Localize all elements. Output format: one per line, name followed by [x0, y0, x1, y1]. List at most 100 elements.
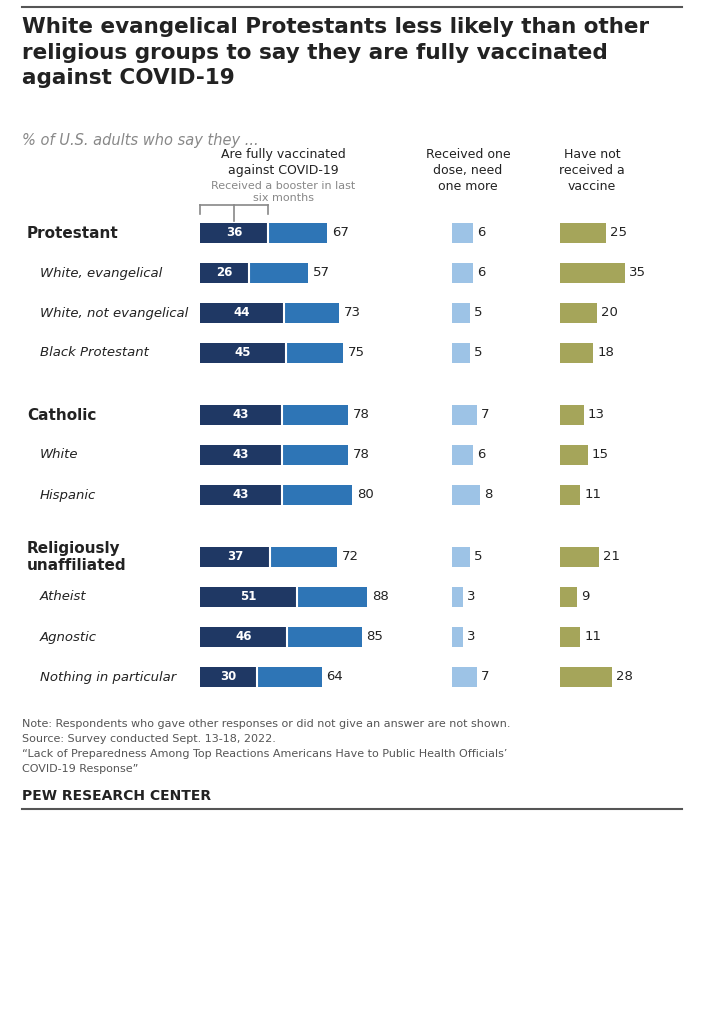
Text: 7: 7 [481, 408, 489, 421]
Bar [200, 343, 343, 363]
Text: 7: 7 [481, 670, 489, 683]
Text: 35: 35 [629, 267, 646, 279]
Text: 72: 72 [342, 550, 359, 564]
Text: Note: Respondents who gave other responses or did not give an answer are not sho: Note: Respondents who gave other respons… [22, 719, 510, 729]
Text: Atheist: Atheist [40, 590, 87, 604]
Text: Source: Survey conducted Sept. 13-18, 2022.: Source: Survey conducted Sept. 13-18, 20… [22, 733, 276, 744]
Bar [200, 445, 348, 465]
Text: 13: 13 [588, 408, 605, 421]
Text: 43: 43 [232, 489, 249, 501]
Bar [200, 223, 268, 243]
Text: 3: 3 [467, 590, 475, 604]
Text: Nothing in particular: Nothing in particular [40, 670, 176, 683]
Text: 18: 18 [597, 347, 614, 359]
Text: Religiously
unaffiliated: Religiously unaffiliated [27, 541, 127, 573]
Bar [560, 223, 606, 243]
Text: 44: 44 [234, 307, 250, 319]
Text: 67: 67 [332, 226, 349, 239]
Bar [560, 547, 599, 567]
Bar [200, 223, 327, 243]
Text: “Lack of Preparedness Among Top Reactions Americans Have to Public Health Offici: “Lack of Preparedness Among Top Reaction… [22, 749, 508, 759]
Bar [452, 547, 470, 567]
Text: 36: 36 [226, 226, 242, 239]
Bar [452, 587, 463, 607]
Text: COVID-19 Response”: COVID-19 Response” [22, 764, 139, 774]
Bar [200, 263, 249, 283]
Bar [560, 343, 593, 363]
Bar [200, 303, 339, 323]
Bar [200, 547, 270, 567]
Text: White evangelical Protestants less likely than other
religious groups to say the: White evangelical Protestants less likel… [22, 17, 649, 88]
Text: 28: 28 [616, 670, 633, 683]
Text: 9: 9 [581, 590, 589, 604]
Bar [560, 667, 612, 687]
Text: Received a booster in last
six months: Received a booster in last six months [211, 181, 356, 204]
Bar [560, 485, 580, 505]
Text: 25: 25 [610, 226, 627, 239]
Text: White: White [40, 448, 79, 461]
Text: 46: 46 [235, 630, 252, 643]
Text: 8: 8 [484, 489, 492, 501]
Bar [452, 303, 470, 323]
Text: 5: 5 [474, 347, 482, 359]
Text: 37: 37 [227, 550, 244, 564]
Bar [200, 405, 348, 425]
Text: 88: 88 [372, 590, 389, 604]
Text: 11: 11 [584, 630, 601, 643]
Text: 11: 11 [584, 489, 601, 501]
Bar [452, 405, 477, 425]
Text: 15: 15 [592, 448, 609, 461]
Text: 73: 73 [344, 307, 360, 319]
Bar [452, 667, 477, 687]
Bar [452, 445, 473, 465]
Bar [560, 263, 624, 283]
Text: 64: 64 [327, 670, 344, 683]
Bar [200, 303, 284, 323]
Text: 6: 6 [477, 448, 485, 461]
Text: White, evangelical: White, evangelical [40, 267, 162, 279]
Text: 80: 80 [357, 489, 374, 501]
Text: 5: 5 [474, 307, 482, 319]
Text: 20: 20 [601, 307, 618, 319]
Bar [452, 223, 473, 243]
Text: 75: 75 [348, 347, 365, 359]
Bar [560, 587, 577, 607]
Bar [452, 627, 463, 647]
Text: Catholic: Catholic [27, 407, 96, 422]
Text: 57: 57 [313, 267, 330, 279]
Bar [200, 547, 337, 567]
Text: 78: 78 [353, 408, 370, 421]
Bar [200, 485, 352, 505]
Bar [560, 405, 584, 425]
Text: 43: 43 [232, 448, 249, 461]
Bar [200, 587, 367, 607]
Text: Protestant: Protestant [27, 225, 119, 240]
Text: 78: 78 [353, 448, 370, 461]
Bar [200, 405, 282, 425]
Bar [560, 627, 580, 647]
Bar [560, 445, 588, 465]
Text: 3: 3 [467, 630, 475, 643]
Bar [200, 667, 257, 687]
Bar [452, 263, 473, 283]
Text: 5: 5 [474, 550, 482, 564]
Bar [452, 485, 480, 505]
Text: PEW RESEARCH CENTER: PEW RESEARCH CENTER [22, 789, 211, 803]
Text: % of U.S. adults who say they ...: % of U.S. adults who say they ... [22, 133, 258, 148]
Text: 45: 45 [234, 347, 251, 359]
Text: White, not evangelical: White, not evangelical [40, 307, 188, 319]
Bar [200, 485, 282, 505]
Text: Black Protestant: Black Protestant [40, 347, 149, 359]
Bar [200, 627, 361, 647]
Text: 51: 51 [240, 590, 257, 604]
Text: 21: 21 [603, 550, 620, 564]
Text: Hispanic: Hispanic [40, 489, 96, 501]
Bar [200, 263, 308, 283]
Text: 26: 26 [217, 267, 233, 279]
Text: Are fully vaccinated
against COVID-19: Are fully vaccinated against COVID-19 [221, 148, 346, 177]
Bar [200, 627, 287, 647]
Text: Have not
received a
vaccine: Have not received a vaccine [559, 148, 625, 193]
Text: Received one
dose, need
one more: Received one dose, need one more [426, 148, 510, 193]
Bar [200, 445, 282, 465]
Text: 85: 85 [367, 630, 384, 643]
